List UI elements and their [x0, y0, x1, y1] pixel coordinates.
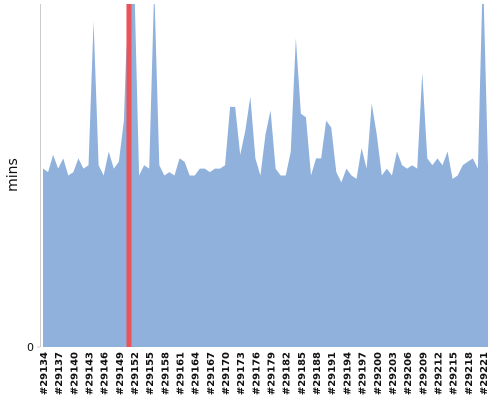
x-tick-label: #29146 — [100, 352, 111, 395]
x-tick-label: #29200 — [373, 352, 384, 395]
y-tick-label: 0 — [27, 341, 34, 354]
x-tick-label: #29152 — [130, 352, 141, 395]
x-tick-label: #29185 — [297, 352, 308, 395]
x-tick-label: #29203 — [388, 352, 399, 395]
x-tick-label: #29164 — [191, 352, 202, 395]
x-tick-label: #29191 — [327, 352, 338, 395]
x-tick-label: #29149 — [115, 352, 126, 395]
x-tick-label: #29170 — [221, 352, 232, 395]
x-tick-label: #29140 — [69, 352, 80, 395]
x-tick-label: #29218 — [464, 352, 475, 395]
y-axis-label: mins — [5, 158, 21, 192]
x-tick-label: #29197 — [358, 352, 369, 395]
x-tick-label: #29167 — [206, 352, 217, 395]
x-tick-label: #29194 — [342, 352, 353, 395]
x-tick-label: #29137 — [54, 352, 65, 395]
x-tick-label: #29221 — [479, 352, 490, 395]
x-tick-label: #29143 — [85, 352, 96, 395]
highlight-bar — [126, 4, 132, 347]
x-tick-label: #29134 — [39, 352, 50, 395]
x-tick-label: #29212 — [433, 352, 444, 395]
x-tick-label: #29209 — [418, 352, 429, 395]
x-tick-label: #29176 — [251, 352, 262, 395]
x-tick-label: #29182 — [282, 352, 293, 395]
x-tick-label: #29173 — [236, 352, 247, 395]
x-tick-label: #29158 — [160, 352, 171, 395]
x-tick-label: #29188 — [312, 352, 323, 395]
x-tick-label: #29161 — [176, 352, 187, 395]
x-tick-label: #29179 — [267, 352, 278, 395]
area — [43, 4, 488, 347]
plot-area — [43, 4, 488, 347]
x-tick-label: #29155 — [145, 352, 156, 395]
x-tick-label: #29206 — [403, 352, 414, 395]
x-tick-label: #29215 — [449, 352, 460, 395]
